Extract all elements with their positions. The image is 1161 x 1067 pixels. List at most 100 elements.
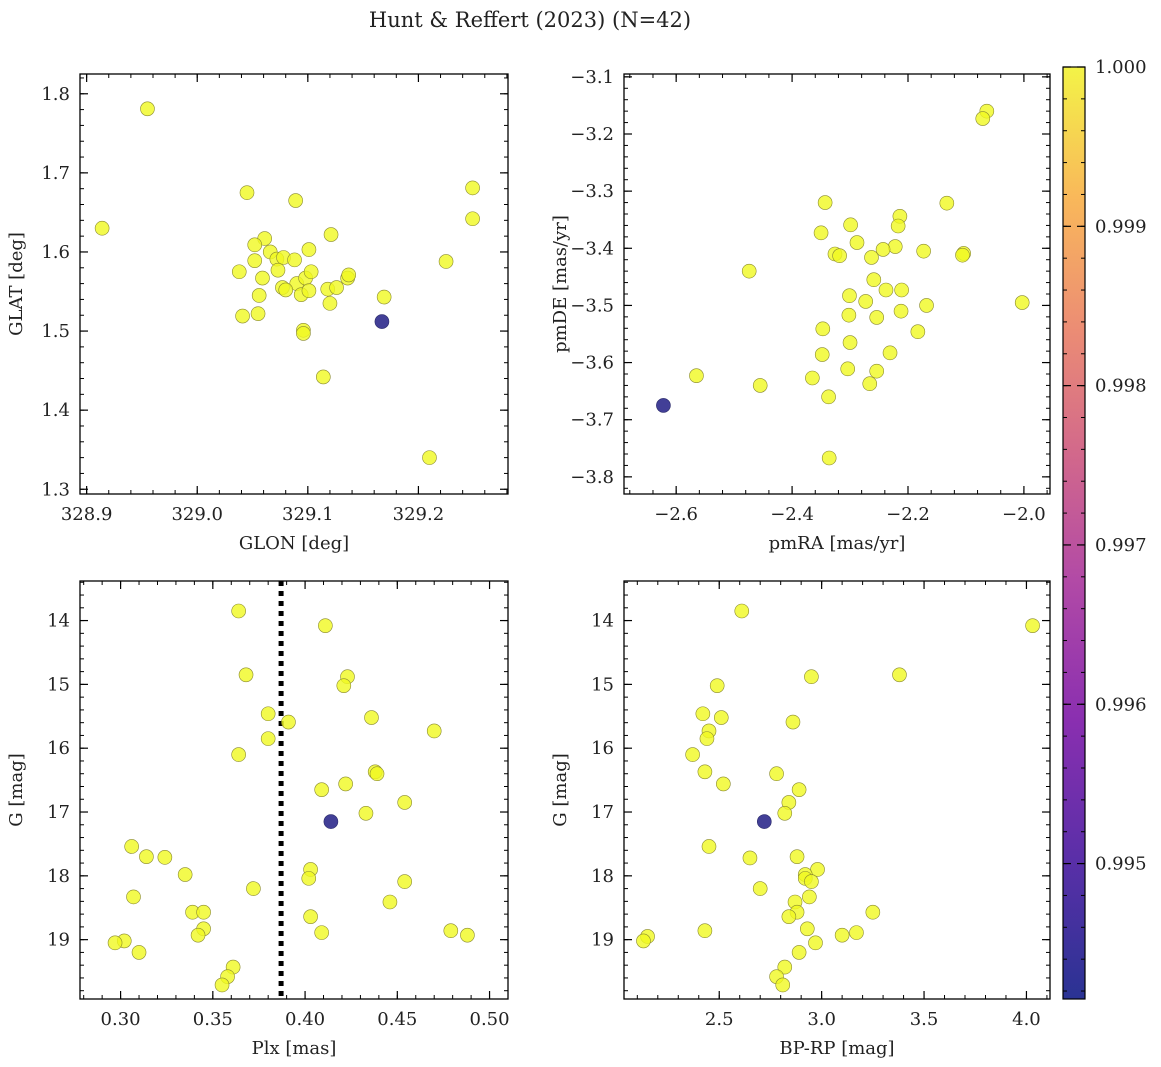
plot-frame (79, 580, 509, 1000)
member-point (890, 218, 906, 234)
member-point (190, 927, 206, 943)
member-point (699, 731, 715, 746)
x-axis-label: pmRA [mas/yr] (769, 533, 906, 554)
member-point (238, 667, 254, 683)
member-point (716, 776, 731, 792)
x-tick-label: 329.2 (393, 504, 445, 525)
subplot-3: 0.30 0.35 0.40 0.45 0.50 14 15 16 17 18 19 Plx [mas… (6, 580, 510, 1059)
y-axis-label: pmDE [mas/yr] (550, 215, 571, 353)
y-axis-label: G [mag] (550, 753, 571, 826)
member-point (140, 101, 155, 117)
member-point (875, 242, 891, 257)
colorbar-tick-label: 0.998 (1095, 376, 1147, 397)
x-tick-label: 0.35 (193, 1009, 233, 1030)
member-point (301, 283, 317, 299)
colorbar: 0.995 0.996 0.997 0.998 0.999 1.000 (1062, 57, 1147, 1000)
member-point (842, 288, 857, 304)
y-tick-label: −3.1 (570, 67, 614, 88)
member-point (685, 747, 700, 762)
x-tick-label: 3.0 (807, 1009, 836, 1030)
member-point (869, 363, 885, 379)
member-point (1014, 295, 1030, 310)
member-point (804, 669, 819, 685)
member-point (834, 927, 850, 943)
plot-frame (623, 580, 1051, 1000)
member-point (864, 250, 879, 265)
x-tick-label: −2.4 (770, 504, 814, 525)
outlier-point (323, 814, 339, 829)
member-point (318, 618, 333, 633)
subplot-4: 2.5 3.0 3.5 4.0 14 15 16 17 18 19 BP-RP [mag] G [ma… (550, 580, 1051, 1059)
member-point (139, 849, 154, 864)
member-point (422, 450, 437, 465)
member-point (303, 909, 318, 924)
member-point (329, 280, 344, 295)
figure-title: Hunt & Reffert (2023) (N=42) (369, 8, 691, 32)
member-point (287, 252, 302, 268)
y-tick-label: 17 (591, 802, 614, 823)
y-tick-label: −3.7 (570, 410, 614, 431)
member-point (465, 180, 480, 196)
member-point (814, 347, 830, 362)
member-point (975, 111, 991, 126)
member-point (742, 850, 758, 866)
member-point (791, 945, 807, 960)
member-point (785, 714, 801, 730)
outlier-point (656, 398, 671, 413)
member-point (247, 253, 263, 268)
x-tick-label: −2.0 (1002, 504, 1046, 525)
member-point (919, 298, 934, 313)
x-tick-label: 4.0 (1012, 1009, 1041, 1030)
member-point (695, 706, 711, 722)
member-point (278, 282, 294, 298)
member-point (840, 361, 856, 377)
member-point (865, 904, 881, 920)
member-point (887, 239, 903, 254)
y-tick-label: 15 (591, 674, 614, 695)
member-point (821, 450, 837, 466)
y-tick-label: 19 (591, 930, 614, 951)
member-point (397, 874, 412, 889)
member-point (157, 850, 173, 865)
member-point (177, 867, 193, 882)
member-point (843, 217, 858, 233)
member-point (426, 723, 442, 739)
y-tick-label: 1.5 (41, 321, 70, 342)
member-point (808, 935, 823, 951)
member-point (815, 321, 831, 337)
colorbar-tick-label: 0.997 (1095, 535, 1147, 556)
member-point (322, 296, 338, 311)
x-tick-label: 329.0 (171, 504, 223, 525)
member-point (842, 335, 858, 350)
member-point (126, 889, 141, 905)
y-tick-label: 15 (47, 674, 70, 695)
member-point (260, 731, 276, 746)
colorbar-tick-label: 1.000 (1095, 57, 1147, 78)
x-tick-label: 3.5 (910, 1009, 939, 1030)
member-point (382, 894, 398, 910)
member-point (916, 243, 931, 259)
member-point (1025, 618, 1040, 633)
x-tick-label: −2.2 (886, 504, 930, 525)
member-point (817, 195, 833, 210)
y-tick-label: 1.7 (41, 163, 70, 184)
y-tick-label: 1.4 (41, 400, 70, 421)
x-tick-label: 0.30 (101, 1009, 141, 1030)
member-point (397, 795, 412, 810)
member-point (124, 839, 139, 854)
member-point (821, 389, 836, 405)
x-tick-label: 0.45 (377, 1009, 417, 1030)
member-point (777, 805, 793, 821)
plot-frame (623, 73, 1051, 495)
member-point (841, 307, 857, 323)
member-point (255, 270, 270, 286)
member-point (231, 264, 247, 280)
y-tick-label: 19 (47, 930, 70, 951)
x-tick-label: 0.50 (470, 1009, 510, 1030)
member-point (769, 766, 784, 782)
member-point (260, 706, 276, 722)
member-point (107, 935, 123, 951)
member-point (296, 326, 311, 341)
member-point (364, 710, 379, 725)
member-point (288, 193, 303, 208)
